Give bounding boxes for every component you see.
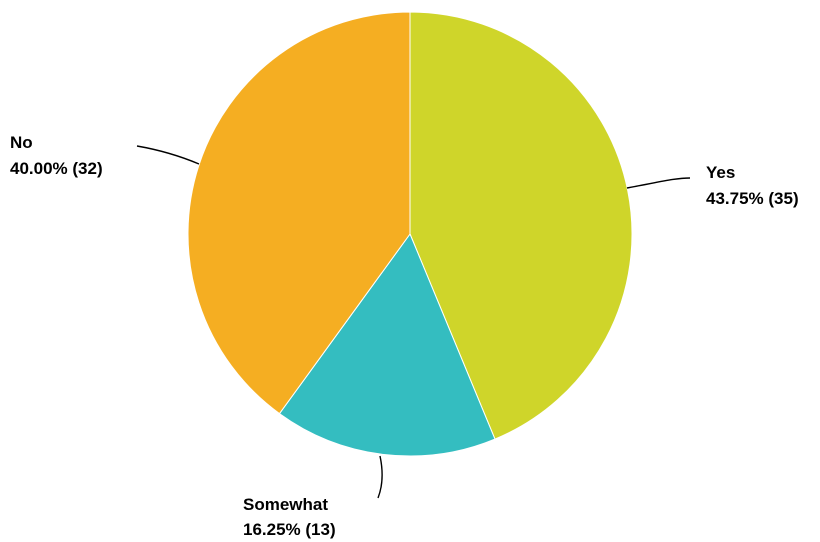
- slice-label-yes-name: Yes: [706, 163, 735, 182]
- leader-line-somewhat: [377, 455, 383, 499]
- leader-line-yes: [626, 177, 691, 189]
- pie-slices: [187, 11, 633, 457]
- pie-slice-somewhat: [278, 232, 496, 457]
- slice-label-no-name: No: [10, 133, 33, 152]
- slice-label-no-value: 40.00% (32): [10, 159, 103, 178]
- slice-label-somewhat-name: Somewhat: [243, 495, 328, 514]
- pie-slice-no: [187, 11, 411, 415]
- slice-label-somewhat-value: 16.25% (13): [243, 520, 336, 539]
- pie-slice-yes: [409, 11, 633, 440]
- leader-line-no: [136, 145, 200, 165]
- slice-label-yes-value: 43.75% (35): [706, 189, 799, 208]
